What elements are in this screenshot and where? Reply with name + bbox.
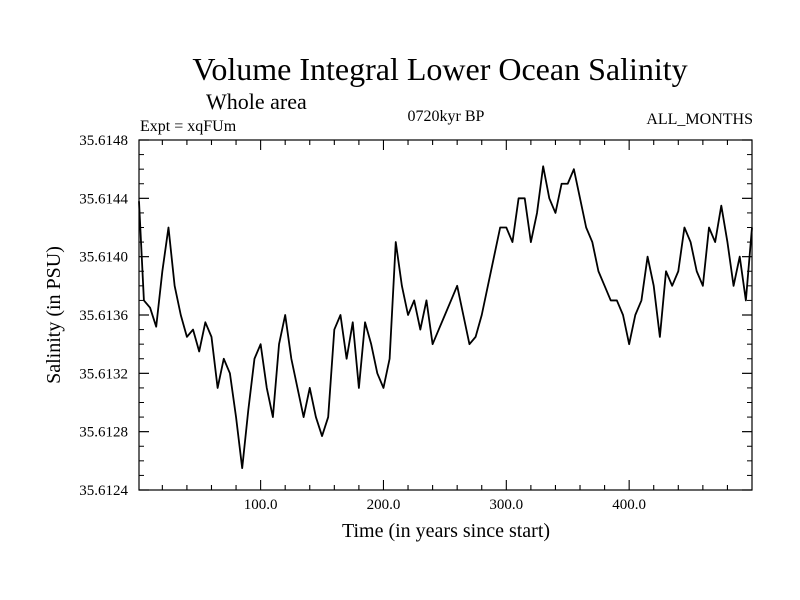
x-tick-label: 300.0 (489, 497, 523, 513)
months-label: ALL_MONTHS (646, 111, 753, 128)
x-axis-label: Time (in years since start) (342, 520, 550, 542)
x-tick-label: 200.0 (367, 497, 401, 513)
y-tick-label: 35.6148 (79, 133, 128, 149)
y-tick-label: 35.6140 (79, 250, 128, 266)
y-tick-label: 35.6136 (79, 308, 128, 324)
chart-title: Volume Integral Lower Ocean Salinity (192, 51, 687, 87)
y-tick-label: 35.6128 (79, 425, 128, 441)
salinity-series-line (138, 165, 753, 470)
period-label: 0720kyr BP (408, 108, 485, 125)
y-tick-label: 35.6124 (79, 483, 128, 499)
x-tick-label: 100.0 (244, 497, 278, 513)
expt-label: Expt = xqFUm (140, 118, 237, 135)
x-tick-label: 400.0 (612, 497, 646, 513)
y-axis-label: Salinity (in PSU) (43, 246, 65, 384)
y-axis: 35.6124 35.6128 35.6132 35.6136 35.6140 35.61… (79, 133, 752, 499)
x-axis: 100.0 200.0 300.0 400.0 (161, 140, 728, 513)
y-tick-label: 35.6132 (79, 366, 128, 382)
y-tick-label: 35.6144 (79, 191, 128, 207)
chart-subtitle: Whole area (206, 89, 307, 114)
